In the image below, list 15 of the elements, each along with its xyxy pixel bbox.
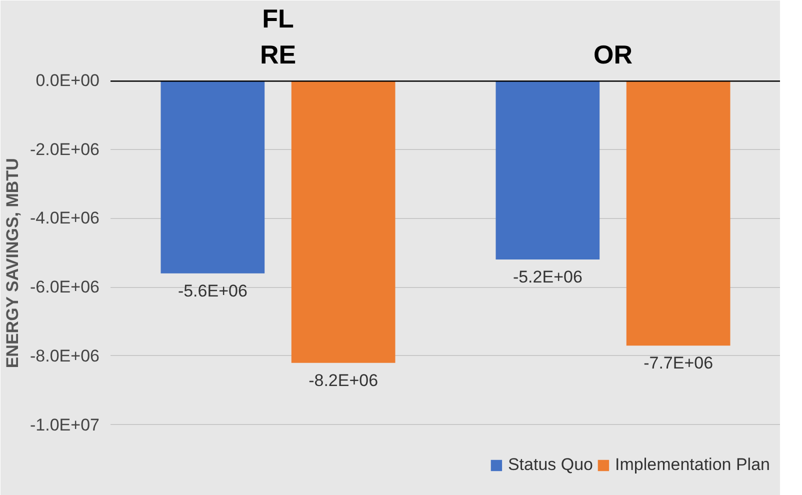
x-tick-label: FL RE (260, 4, 296, 70)
y-axis-title: ENERGY SAVINGS, MBTU (3, 158, 22, 368)
legend-label: Implementation Plan (615, 455, 770, 475)
y-tick-label: -6.0E+06 (30, 278, 100, 297)
y-tick-label: -8.0E+06 (30, 346, 100, 366)
x-tick-label: OR (594, 40, 633, 70)
y-tick-label: -2.0E+06 (30, 140, 100, 159)
text: -8.2E+06 (308, 370, 378, 390)
text: -5.6E+06 (178, 281, 248, 300)
y-tick-label: -4.0E+06 (30, 208, 100, 228)
y-tick-label: -1.0E+07 (30, 415, 100, 434)
text: -7.7E+06 (644, 354, 714, 373)
y-tick-label: 0.0E+00 (36, 71, 100, 90)
legend-label: Status Quo (508, 455, 594, 475)
text: -5.2E+06 (512, 268, 582, 287)
